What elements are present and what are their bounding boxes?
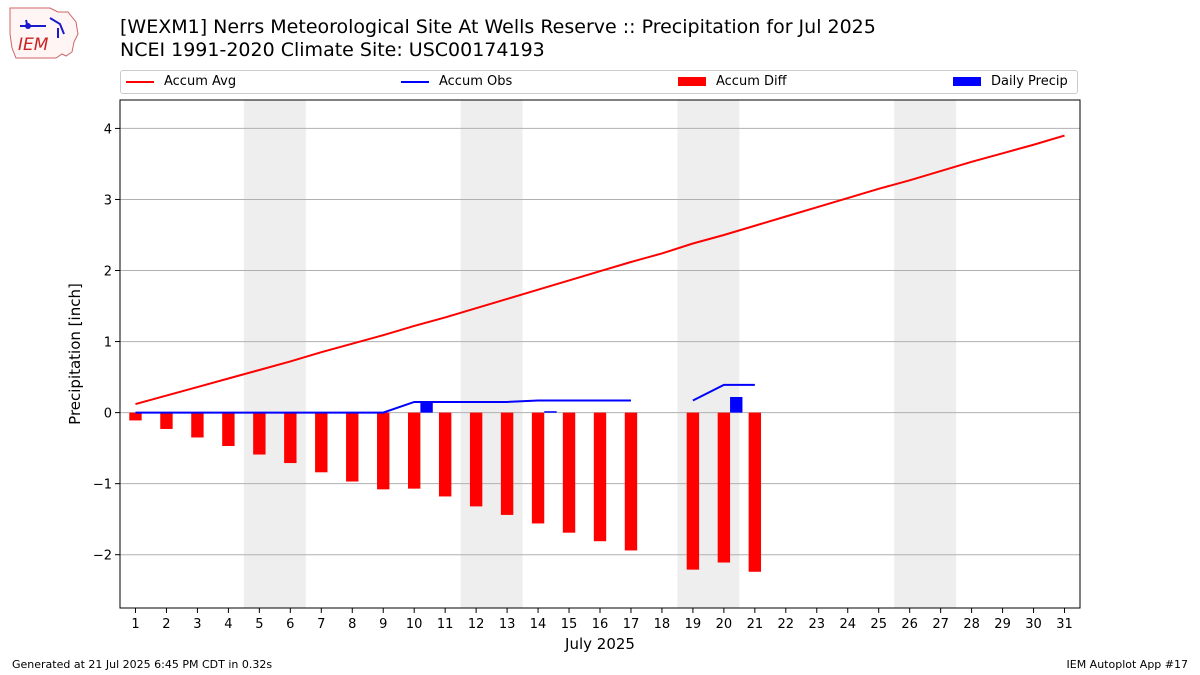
accum-diff-bar bbox=[438, 412, 452, 497]
x-tick-label: 26 bbox=[901, 617, 918, 632]
x-tick-label: 20 bbox=[716, 617, 733, 632]
chart-title: [WEXM1] Nerrs Meteorological Site At Wel… bbox=[120, 16, 876, 38]
x-tick-label: 10 bbox=[406, 617, 423, 632]
x-tick-label: 5 bbox=[255, 617, 263, 632]
legend: Accum Avg Accum Obs Accum Diff Daily Pre… bbox=[120, 70, 1078, 94]
daily-precip-bar bbox=[730, 396, 743, 413]
accum-diff-bar bbox=[222, 412, 235, 447]
legend-label: Accum Diff bbox=[716, 74, 787, 89]
accum-diff-bar bbox=[253, 412, 266, 455]
x-tick-label: 16 bbox=[592, 617, 609, 632]
accum-diff-bar bbox=[686, 412, 700, 570]
accum-diff-bar bbox=[717, 412, 731, 563]
x-tick-label: 2 bbox=[162, 617, 170, 632]
x-tick-label: 29 bbox=[994, 617, 1011, 632]
x-tick-label: 13 bbox=[499, 617, 516, 632]
accum-diff-bar bbox=[129, 412, 142, 421]
x-tick-label: 3 bbox=[193, 617, 201, 632]
legend-swatch bbox=[126, 80, 154, 83]
x-tick-label: 6 bbox=[286, 617, 294, 632]
x-axis-label: July 2025 bbox=[564, 635, 635, 653]
x-tick-label: 9 bbox=[379, 617, 387, 632]
weekend-shade bbox=[243, 100, 306, 608]
x-tick-label: 24 bbox=[839, 617, 856, 632]
legend-swatch bbox=[401, 80, 429, 83]
accum-diff-bar bbox=[531, 412, 545, 524]
x-tick-label: 25 bbox=[870, 617, 887, 632]
x-tick-label: 19 bbox=[685, 617, 702, 632]
chart-subtitle: NCEI 1991-2020 Climate Site: USC00174193 bbox=[120, 39, 545, 61]
x-tick-label: 1 bbox=[131, 617, 139, 632]
iem-logo: IEM bbox=[9, 7, 79, 59]
x-tick-label: 8 bbox=[348, 617, 356, 632]
x-tick-label: 4 bbox=[224, 617, 232, 632]
accum-diff-bar bbox=[593, 412, 607, 542]
legend-swatch bbox=[953, 77, 981, 86]
legend-label: Accum Obs bbox=[439, 74, 513, 89]
x-tick-label: 23 bbox=[809, 617, 826, 632]
accum-obs-line bbox=[135, 383, 755, 414]
y-tick-label: −1 bbox=[93, 478, 112, 493]
y-tick-label: 0 bbox=[104, 407, 112, 422]
accum-diff-bar bbox=[408, 412, 421, 489]
legend-swatch bbox=[678, 77, 706, 86]
accum-diff-bar bbox=[284, 412, 297, 464]
x-tick-label: 11 bbox=[437, 617, 454, 632]
legend-label: Accum Avg bbox=[164, 74, 237, 89]
x-tick-label: 12 bbox=[468, 617, 485, 632]
generated-note: Generated at 21 Jul 2025 6:45 PM CDT in … bbox=[12, 658, 273, 671]
y-tick-label: −2 bbox=[93, 549, 112, 564]
accum-diff-bar bbox=[160, 412, 173, 429]
accum-diff-bar bbox=[346, 412, 359, 482]
x-tick-label: 18 bbox=[654, 617, 671, 632]
legend-label: Daily Precip bbox=[991, 74, 1068, 89]
accum-diff-bar bbox=[748, 412, 762, 572]
accum-diff-bar bbox=[377, 412, 390, 490]
x-tick-label: 31 bbox=[1056, 617, 1073, 632]
accum-diff-bar bbox=[624, 412, 638, 551]
accum-diff-bar bbox=[562, 412, 576, 533]
accum-diff-bar bbox=[500, 412, 514, 515]
y-tick-label: 4 bbox=[104, 122, 112, 137]
x-tick-label: 17 bbox=[623, 617, 640, 632]
accum-avg-line bbox=[135, 134, 1065, 406]
legend-item-daily-precip: Daily Precip bbox=[953, 74, 1068, 89]
x-tick-label: 21 bbox=[747, 617, 764, 632]
x-tick-label: 14 bbox=[530, 617, 547, 632]
x-tick-label: 15 bbox=[561, 617, 578, 632]
app-note: IEM Autoplot App #17 bbox=[1066, 658, 1189, 671]
x-tick-label: 7 bbox=[317, 617, 325, 632]
accum-diff-bar bbox=[469, 412, 483, 507]
y-tick-label: 1 bbox=[104, 336, 112, 351]
y-tick-label: 3 bbox=[104, 193, 112, 208]
daily-precip-bar bbox=[544, 411, 557, 413]
y-axis-label: Precipitation [inch] bbox=[66, 283, 84, 425]
legend-item-accum-obs: Accum Obs bbox=[401, 74, 512, 89]
x-tick-label: 22 bbox=[778, 617, 795, 632]
legend-item-accum-avg: Accum Avg bbox=[126, 74, 236, 89]
weekend-shade bbox=[460, 100, 523, 608]
accum-diff-bar bbox=[315, 412, 328, 473]
x-tick-label: 27 bbox=[932, 617, 949, 632]
accum-diff-bar bbox=[191, 412, 204, 438]
logo-text: IEM bbox=[18, 35, 49, 55]
x-tick-label: 28 bbox=[963, 617, 980, 632]
y-tick-label: 2 bbox=[104, 265, 112, 280]
x-tick-label: 30 bbox=[1025, 617, 1042, 632]
legend-item-accum-diff: Accum Diff bbox=[678, 74, 787, 89]
daily-precip-bar bbox=[420, 401, 433, 413]
weekend-shade bbox=[894, 100, 957, 608]
